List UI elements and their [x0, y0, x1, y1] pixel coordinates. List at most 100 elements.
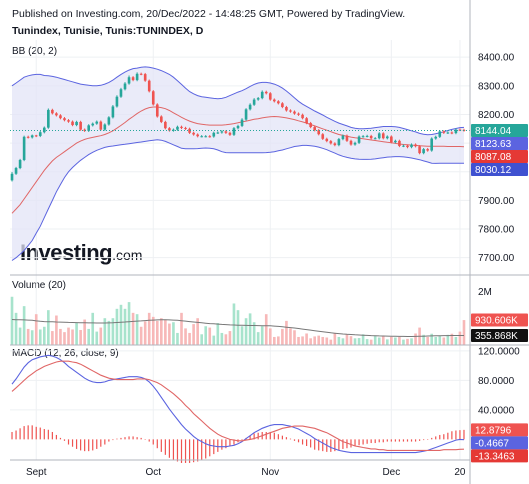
- candle: [71, 120, 74, 127]
- volume-indicator-label[interactable]: Volume (20): [12, 280, 66, 291]
- macd-histogram-bar: [140, 437, 142, 440]
- volume-bar: [341, 338, 345, 345]
- macd-histogram-bar: [277, 434, 279, 440]
- candle-body: [256, 98, 260, 100]
- volume-bar: [260, 326, 264, 345]
- candle-body: [357, 136, 361, 143]
- candle: [176, 125, 179, 131]
- volume-bar: [281, 328, 284, 345]
- macd-histogram-bar: [15, 430, 17, 440]
- candle: [55, 112, 58, 117]
- macd-histogram-bar: [382, 439, 384, 443]
- candle-body: [325, 138, 329, 142]
- candle-body: [200, 136, 203, 138]
- volume-bar: [248, 313, 252, 345]
- macd-signal-line: [11, 360, 465, 451]
- candle-body: [398, 140, 401, 146]
- volume-bar: [414, 333, 417, 345]
- macd-histogram-bar: [39, 427, 41, 440]
- candle-body: [377, 133, 381, 139]
- candle: [264, 90, 268, 95]
- candle: [172, 128, 175, 132]
- price-tick-label: 8400.00: [478, 53, 515, 64]
- candle-body: [180, 126, 183, 128]
- candle-body: [91, 123, 95, 126]
- candle: [281, 102, 284, 109]
- macd-histogram-bar: [362, 439, 364, 445]
- candle: [329, 139, 333, 145]
- x-tick-label: 20: [454, 467, 466, 478]
- candle: [192, 131, 195, 136]
- volume-ma-line: [11, 319, 464, 337]
- macd-tag: -0.4667: [471, 436, 528, 450]
- volume-bar: [325, 337, 329, 345]
- candle-body: [95, 121, 99, 124]
- candle: [188, 127, 191, 134]
- macd-histogram-bar: [88, 439, 90, 452]
- candle-body: [103, 124, 107, 130]
- volume-bar: [59, 328, 62, 345]
- candle-body: [244, 109, 248, 120]
- macd-histogram-bar: [427, 439, 429, 440]
- candle: [256, 96, 260, 101]
- volume-bar: [365, 339, 369, 345]
- candle: [381, 132, 385, 140]
- candle: [450, 131, 454, 135]
- candle-body: [51, 109, 54, 114]
- candle: [75, 120, 78, 127]
- candle-body: [337, 139, 341, 146]
- candle: [373, 137, 377, 140]
- volume-bar: [38, 329, 42, 345]
- candle: [341, 134, 345, 141]
- candle: [95, 120, 99, 125]
- candle-body: [281, 103, 284, 108]
- candle-body: [188, 128, 191, 133]
- volume-ma-tag: 355.868K: [471, 328, 528, 342]
- volume-bar: [390, 336, 393, 345]
- candle: [301, 113, 304, 120]
- candle-body: [26, 136, 30, 138]
- last-value-tags: 8144.04 8123.63 8087.08 8030.12 930.606K 355.…: [471, 123, 528, 463]
- candle: [285, 105, 288, 112]
- candle-body: [164, 121, 167, 129]
- macd-tag-bg: [471, 436, 528, 450]
- candle-body: [410, 144, 413, 148]
- candle: [240, 118, 244, 128]
- price-tick-label: 8300.00: [478, 81, 515, 92]
- candle-body: [10, 173, 14, 181]
- candle-body: [184, 127, 187, 129]
- candle: [309, 121, 312, 129]
- candle: [390, 135, 393, 144]
- candle-body: [390, 136, 393, 143]
- volume-bar: [458, 331, 462, 345]
- macd-histogram-bar: [378, 439, 380, 443]
- volume-bar: [216, 323, 220, 345]
- volume-bar: [200, 334, 203, 345]
- volume-bar: [103, 318, 107, 345]
- macd-histogram-bar: [47, 429, 49, 440]
- volume-bar: [71, 329, 74, 345]
- candle: [47, 108, 50, 129]
- volume-bar: [361, 334, 365, 345]
- logo-brand: Investing: [20, 240, 113, 265]
- macd-histogram-bar: [71, 439, 74, 447]
- candle-body: [208, 136, 212, 138]
- macd-histogram-tag-bg: [471, 423, 528, 437]
- macd-indicator-label[interactable]: MACD (12, 26, close, 9): [12, 348, 119, 359]
- candle: [442, 130, 446, 134]
- macd-histogram-bar: [176, 439, 179, 462]
- candle: [369, 134, 373, 140]
- macd-histogram-bar: [410, 439, 413, 442]
- candle: [216, 131, 220, 134]
- volume-bar: [406, 338, 409, 345]
- macd-histogram-bar: [193, 439, 195, 463]
- candle-body: [228, 132, 232, 135]
- macd-histogram-bar: [205, 439, 207, 459]
- volume-bar: [155, 320, 159, 345]
- macd-histogram-bar: [338, 439, 340, 451]
- candle: [143, 72, 147, 82]
- bb-indicator-label[interactable]: BB (20, 2): [12, 46, 58, 57]
- macd-histogram-bar: [398, 439, 401, 442]
- candle-body: [353, 142, 357, 145]
